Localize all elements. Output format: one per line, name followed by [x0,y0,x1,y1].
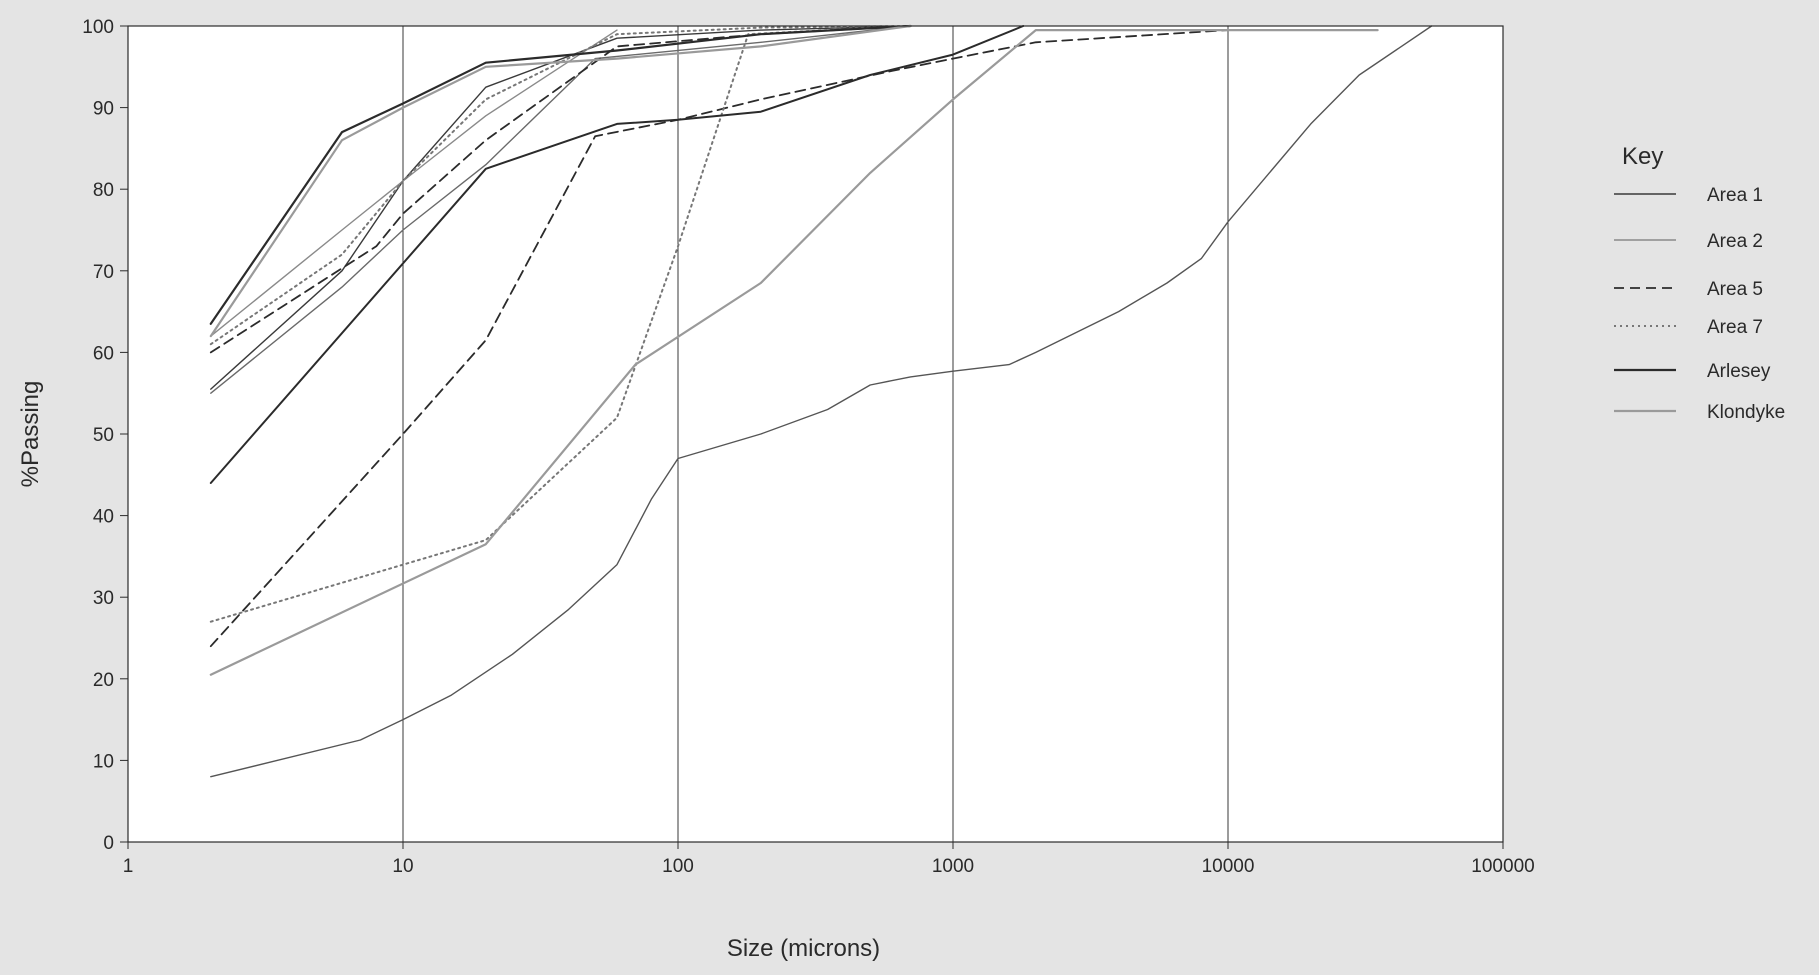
x-axis-title: Size (microns) [727,935,880,962]
legend-label: Klondyke [1707,402,1785,423]
series-line-arlesey [209,24,912,325]
y-tick-labels: 0 10 20 30 40 50 60 70 80 90 100 [82,17,128,854]
y-axis-title: %Passing [17,381,44,488]
legend-title: Key [1622,143,1663,170]
series-line-area-2 [210,25,912,394]
legend-label: Arlesey [1707,361,1771,382]
x-tick-label: 10000 [1202,856,1255,877]
legend-label: Area 5 [1707,279,1763,300]
series-line-area-1 [210,25,1433,778]
legend-label: Area 2 [1707,231,1763,252]
x-tick-labels: 1 10 100 1000 10000 100000 [123,842,1535,877]
y-tick-label: 90 [93,99,114,120]
y-tick-label: 50 [93,425,114,446]
y-tick-label: 40 [93,507,114,528]
y-tick-label: 100 [82,17,114,38]
series-lines [209,24,1433,778]
series-line-area-5 [209,29,1379,648]
series-line-area-5 [209,25,912,354]
x-tick-label: 1 [123,856,134,877]
y-tick-label: 30 [93,588,114,609]
x-tick-label: 100 [662,856,694,877]
legend-label: Area 7 [1707,317,1763,338]
series-line-klondyke [209,24,912,338]
legend-label: Area 1 [1707,185,1763,206]
legend: Key Area 1 Area 2 Area 5 Area 7 Arlesey Klond… [1614,143,1785,423]
series-line-arlesey [209,25,1025,484]
series-line-area-7 [209,25,912,346]
y-tick-label: 0 [103,833,114,854]
y-tick-label: 20 [93,670,114,691]
y-tick-label: 70 [93,262,114,283]
y-tick-label: 60 [93,343,114,364]
y-tick-label: 10 [93,751,114,772]
x-tick-label: 10 [392,856,413,877]
y-tick-label: 80 [93,180,114,201]
series-line-klondyke [209,29,1379,676]
series-line-area-7 [209,25,912,623]
x-tick-label: 100000 [1471,856,1534,877]
plot-area [128,26,1503,842]
series-line-area-1 [210,25,912,390]
x-tick-label: 1000 [932,856,974,877]
